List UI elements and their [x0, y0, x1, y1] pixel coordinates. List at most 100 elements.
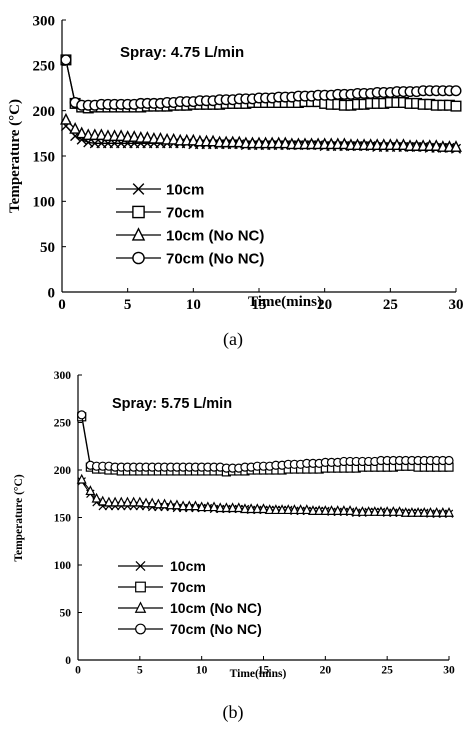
data-point	[345, 505, 356, 515]
data-point	[279, 136, 292, 149]
legend-marker-square	[132, 205, 145, 219]
y-tick-label: 250	[54, 418, 72, 430]
data-point	[326, 505, 337, 515]
y-tick-label: 250	[33, 59, 56, 75]
series-triangle	[76, 473, 454, 517]
series-circle	[77, 410, 454, 473]
data-point	[239, 503, 250, 514]
data-point	[450, 100, 462, 112]
y-tick-label: 100	[54, 560, 72, 572]
data-point	[95, 128, 108, 141]
data-point	[110, 496, 121, 507]
data-point	[320, 505, 331, 515]
data-point	[369, 506, 380, 516]
y-tick-label: 200	[54, 465, 72, 477]
data-point	[419, 507, 430, 517]
data-point	[159, 498, 170, 509]
x-tick-label: 10	[196, 665, 208, 677]
data-point	[444, 455, 454, 466]
data-point	[430, 139, 443, 151]
data-point	[397, 138, 410, 151]
y-tick-label: 150	[33, 149, 56, 165]
data-point	[215, 502, 226, 513]
legend-label: 10cm (No NC)	[170, 600, 262, 616]
chart-b: 0 5 10 15 20 25 30050100150200250300Time(mins)…	[13, 370, 455, 723]
data-point	[289, 504, 300, 515]
data-point	[122, 496, 133, 507]
data-point	[277, 504, 288, 515]
legend-marker-cross	[132, 183, 145, 195]
data-point	[116, 496, 127, 507]
data-point	[258, 503, 269, 514]
legend-marker-triangle	[131, 227, 146, 241]
data-point	[221, 502, 232, 513]
data-point	[437, 507, 448, 517]
legend-marker-circle	[132, 251, 145, 265]
series-circle	[60, 54, 462, 111]
data-point	[270, 504, 281, 515]
legend-label: 10cm	[170, 558, 206, 574]
x-tick-label: 30	[449, 297, 464, 313]
data-point	[264, 504, 275, 515]
data-point	[246, 503, 257, 514]
data-point	[69, 121, 82, 134]
data-point	[338, 505, 349, 515]
data-point	[196, 501, 207, 512]
x-tick-label: 30	[443, 665, 455, 677]
data-point	[450, 85, 462, 97]
data-point	[60, 54, 72, 66]
figure-caption: (a)	[223, 329, 243, 350]
spray-annotation: Spray: 4.75 L/min	[120, 44, 244, 61]
data-point	[382, 506, 393, 516]
data-point	[77, 410, 87, 420]
data-point	[307, 505, 318, 515]
y-tick-label: 50	[60, 608, 72, 620]
legend-marker-triangle	[134, 601, 147, 613]
y-tick-label: 300	[54, 370, 72, 382]
data-point	[184, 500, 195, 511]
data-point	[167, 132, 180, 145]
y-axis-label: Temperature (°C)	[7, 99, 23, 213]
data-point	[450, 140, 462, 152]
data-point	[165, 499, 176, 510]
data-point	[431, 507, 442, 517]
data-point	[128, 496, 139, 507]
data-point	[376, 506, 386, 516]
data-point	[338, 137, 351, 150]
y-tick-label: 150	[54, 513, 72, 525]
y-tick-label: 200	[33, 104, 56, 120]
data-point	[444, 507, 454, 517]
data-point	[233, 135, 246, 148]
legend-marker-cross	[135, 561, 146, 571]
data-point	[209, 501, 220, 512]
legend-label: 70cm (No NC)	[166, 250, 264, 267]
x-axis-label: Time(mins)	[248, 294, 322, 310]
x-tick-label: 20	[320, 665, 332, 677]
figure-caption: (b)	[223, 702, 244, 723]
data-point	[141, 131, 154, 143]
x-tick-label: 20	[317, 297, 332, 313]
legend-label: 10cm	[166, 181, 204, 198]
data-point	[147, 497, 158, 508]
data-point	[154, 131, 167, 144]
data-point	[363, 506, 374, 516]
data-point	[227, 502, 238, 513]
data-point	[394, 506, 405, 516]
series-triangle	[60, 112, 462, 152]
data-point	[97, 495, 108, 506]
x-tick-label: 0	[75, 665, 81, 677]
data-point	[115, 129, 128, 141]
data-point	[425, 507, 436, 517]
y-tick-label: 50	[40, 240, 55, 256]
legend-label: 70cm	[170, 579, 206, 595]
data-point	[314, 505, 325, 515]
x-tick-label: 5	[124, 297, 132, 313]
data-point	[134, 496, 145, 507]
x-tick-label: 25	[381, 665, 393, 677]
data-point	[413, 507, 424, 517]
legend-label: 10cm (No NC)	[166, 227, 264, 244]
legend: 10cm 70cm 10cm (No NC) 70cm (No NC)	[118, 558, 262, 637]
legend-label: 70cm (No NC)	[170, 621, 262, 637]
legend-marker-square	[135, 581, 146, 593]
